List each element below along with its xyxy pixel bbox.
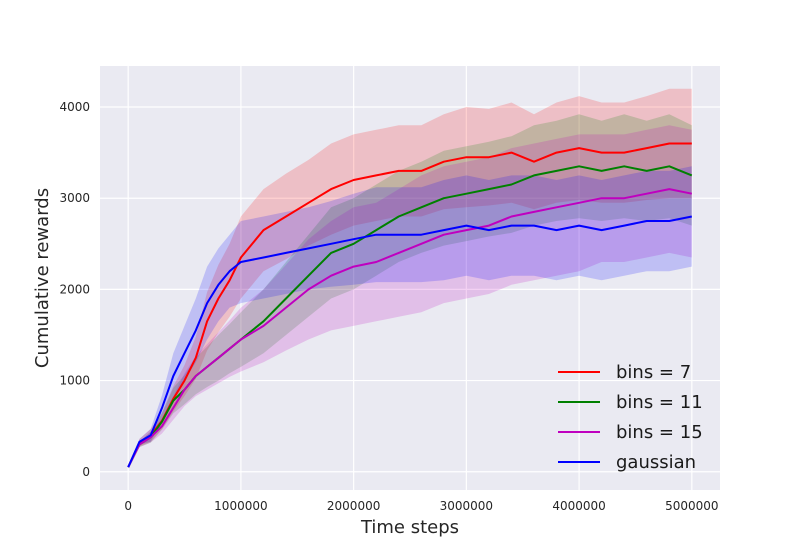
legend-label: bins = 11 <box>616 392 703 413</box>
y-tick-labels: 0 1000 2000 3000 4000 <box>59 100 90 479</box>
series-lines <box>127 142 693 468</box>
x-tick-label: 2000000 <box>327 499 380 513</box>
y-tick-label: 1000 <box>59 374 90 388</box>
y-tick-label: 4000 <box>59 100 90 114</box>
y-axis-label: Cumulative rewards <box>32 188 53 368</box>
x-tick-label: 0 <box>124 499 132 513</box>
x-tick-label: 4000000 <box>552 499 605 513</box>
x-tick-label: 3000000 <box>440 499 493 513</box>
band-series-3 <box>128 166 692 468</box>
legend-label: bins = 7 <box>616 362 691 383</box>
y-tick-label: 3000 <box>59 191 90 205</box>
line-series-3 <box>127 215 692 468</box>
band-series-1 <box>128 114 692 468</box>
line-series-0 <box>127 142 692 468</box>
plot-background <box>100 66 720 490</box>
band-series-2 <box>128 125 692 468</box>
y-tick-label: 2000 <box>59 282 90 296</box>
legend: bins = 7 bins = 11 bins = 15 gaussian <box>558 362 703 473</box>
x-tick-label: 5000000 <box>665 499 718 513</box>
x-tick-label: 1000000 <box>214 499 267 513</box>
y-tick-label: 0 <box>82 465 90 479</box>
legend-label: bins = 15 <box>616 422 703 443</box>
confidence-bands <box>128 88 692 468</box>
band-series-0 <box>128 88 692 468</box>
x-axis-label: Time steps <box>360 517 459 538</box>
legend-label: gaussian <box>616 452 696 473</box>
line-series-2 <box>127 188 693 468</box>
x-tick-labels: 0 1000000 2000000 3000000 4000000 5000000 <box>124 499 718 513</box>
